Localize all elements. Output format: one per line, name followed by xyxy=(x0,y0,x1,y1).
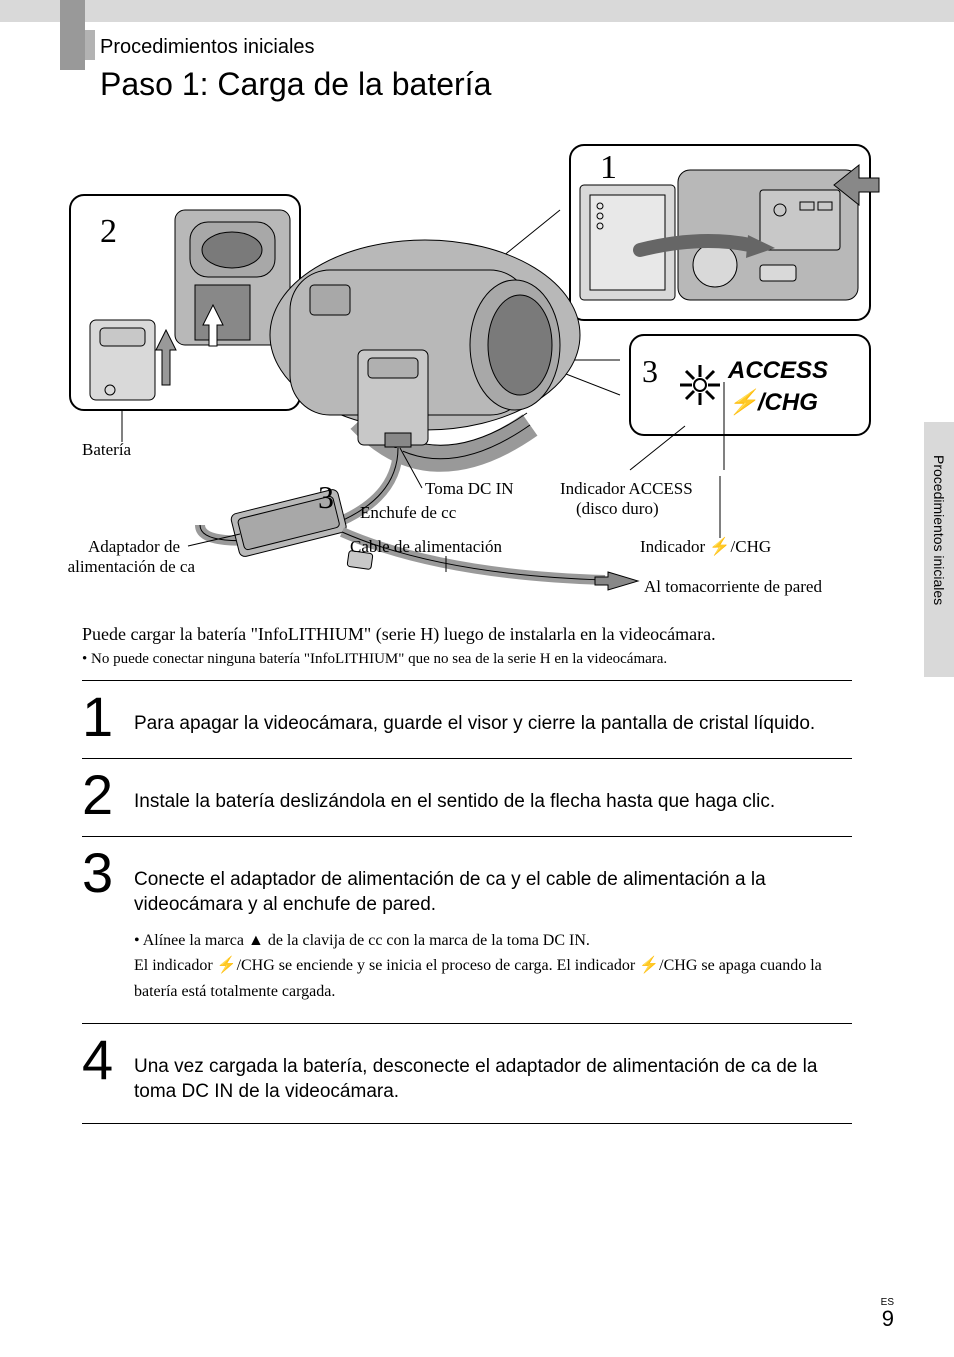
step-text: Instale la batería deslizándola en el se… xyxy=(134,789,852,815)
callout-2: 2 xyxy=(100,213,117,250)
label-access: ACCESS xyxy=(727,357,828,384)
intro-text: Puede cargar la batería "InfoLITHIUM" (s… xyxy=(82,622,852,647)
step-subtext: Alínee la marca ▲ de la clavija de cc co… xyxy=(134,928,852,1005)
step-text: Una vez cargada la batería, desconecte e… xyxy=(134,1054,852,1105)
steps-list: 1 Para apagar la videocámara, guarde el … xyxy=(82,680,852,1124)
camera-main xyxy=(270,240,580,459)
label-bateria: Batería xyxy=(82,440,132,459)
detail-panel-3: 3 ACCESS ⚡/CHG xyxy=(530,335,870,470)
callout-3a: 3 xyxy=(642,353,658,389)
top-gray-bar xyxy=(0,0,954,22)
step-number: 4 xyxy=(82,1038,134,1083)
step-1: 1 Para apagar la videocámara, guarde el … xyxy=(82,680,852,758)
step-number: 2 xyxy=(82,773,134,818)
label-ind-access-l2: (disco duro) xyxy=(576,499,659,518)
step-text: Conecte el adaptador de alimentación de … xyxy=(134,867,852,918)
step-2: 2 Instale la batería deslizándola en el … xyxy=(82,758,852,836)
label-ind-access-l1: Indicador ACCESS xyxy=(560,479,693,498)
step-number: 3 xyxy=(82,851,134,896)
page-footer: ES 9 xyxy=(881,1297,894,1331)
side-tab-label: Procedimientos iniciales xyxy=(931,455,947,605)
label-tomacorriente: Al tomacorriente de pared xyxy=(644,577,822,596)
intro-bullet: • No puede conectar ninguna batería "Inf… xyxy=(82,649,852,670)
step-3: 3 Conecte el adaptador de alimentación d… xyxy=(82,836,852,1023)
step-text: Para apagar la videocámara, guarde el vi… xyxy=(134,711,852,737)
step-4: 4 Una vez cargada la batería, desconecte… xyxy=(82,1023,852,1124)
label-chg: ⚡/CHG xyxy=(728,388,818,416)
label-cable: Cable de alimentación xyxy=(350,537,502,556)
label-enchufe-cc: Enchufe de cc xyxy=(360,503,457,522)
page-title: Paso 1: Carga de la batería xyxy=(100,66,491,103)
callout-3b: 3 xyxy=(318,479,334,515)
label-adaptador-l2: alimentación de ca xyxy=(68,557,196,576)
section-marker xyxy=(85,30,95,60)
callout-1: 1 xyxy=(600,149,617,186)
detail-panel-2: 2 xyxy=(70,195,300,442)
thumb-tab-dark xyxy=(60,0,85,70)
intro-block: Puede cargar la batería "InfoLITHIUM" (s… xyxy=(82,622,852,670)
label-ind-chg: Indicador ⚡/CHG xyxy=(640,536,771,557)
section-label: Procedimientos iniciales xyxy=(100,36,315,59)
label-adaptador-l1: Adaptador de xyxy=(88,537,180,556)
page-number: 9 xyxy=(882,1306,894,1331)
diagram: 1 3 ACCESS ⚡/CHG 2 xyxy=(60,130,880,605)
step-number: 1 xyxy=(82,695,134,740)
label-toma-dc-in: Toma DC IN xyxy=(425,479,514,498)
